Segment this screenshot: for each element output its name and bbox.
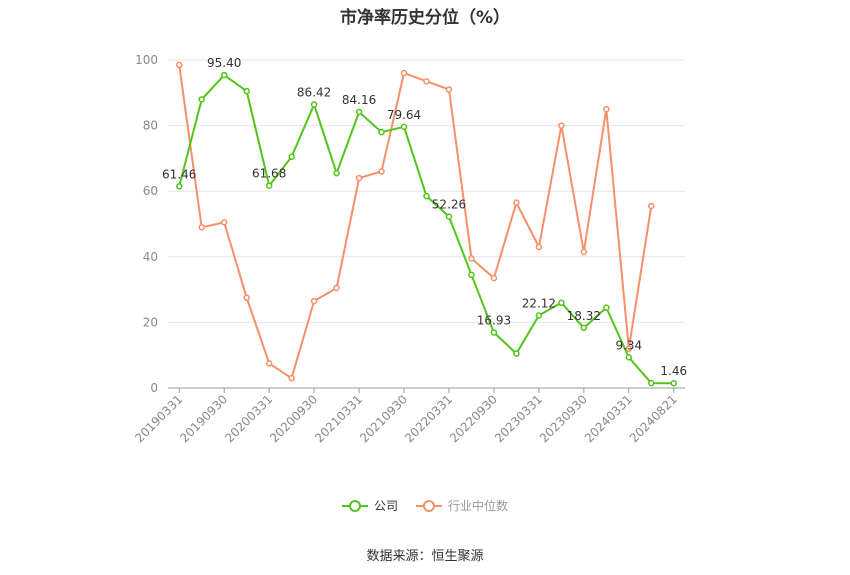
series-point-1 [265,360,273,367]
series-point-0 [175,183,183,190]
series-point-1 [513,199,520,206]
legend-label-industry-median: 行业中位数 [448,499,509,513]
series-point-0 [355,108,363,116]
x-tick-label: 20230331 [492,392,545,445]
data-label: 18.32 [567,309,601,323]
x-tick-label: 20200930 [267,392,320,445]
series-point-1 [288,374,295,382]
series-point-1 [400,69,408,77]
legend-label-company: 公司 [373,499,398,513]
series-point-0 [558,299,565,306]
data-label: 95.40 [207,56,241,70]
y-tick-label: 60 [143,184,158,198]
series-point-1 [625,345,633,352]
series-point-1 [378,168,385,175]
series-point-1 [198,224,205,231]
series-point-1 [490,274,498,282]
x-tick-label: 20190930 [177,392,230,445]
data-label: 52.26 [432,198,466,212]
x-tick-label: 20240331 [582,392,635,445]
series-point-1 [423,78,430,85]
series-point-0 [490,329,498,336]
series-point-0 [535,312,543,319]
series-point-1 [175,61,183,69]
data-label: 84.16 [342,93,376,107]
series-point-0 [468,271,475,279]
chart-title: 市净率历史分位（%） [339,8,511,28]
data-label: 61.46 [162,167,196,181]
data-source-note: 数据来源：恒生聚源 [366,549,484,564]
series-point-1 [445,86,453,93]
series-point-1 [580,248,588,256]
series-point-0 [513,350,520,357]
series-point-1 [648,202,655,210]
series-layer [175,61,678,387]
series-point-1 [603,105,610,113]
series-point-1 [243,294,250,302]
series-point-0 [265,182,273,189]
x-tick-label: 20230930 [537,392,590,445]
data-label-layer: 61.46 95.40 61.68 86.42 84.16 79.64 52.26 16.93… [162,56,687,378]
series-point-0 [625,354,633,361]
data-label: 61.68 [252,167,286,181]
y-tick-label: 0 [150,381,158,395]
series-point-1 [310,297,318,305]
x-tick-label: 20210930 [357,392,410,445]
series-point-0 [310,101,318,108]
y-tick-label: 20 [143,315,158,329]
y-tick-label: 40 [143,250,158,264]
series-point-0 [400,123,408,131]
series-point-1 [535,243,543,251]
data-label: 22.12 [522,296,556,310]
legend-item-company[interactable]: 公司 [341,497,398,514]
series-line-0 [178,74,674,385]
data-label: 9.34 [615,338,642,352]
data-label: 16.93 [477,313,511,327]
legend-swatch-company [341,499,368,513]
legend: 公司 行业中位数 [0,497,850,514]
data-label: 86.42 [297,86,331,100]
series-point-1 [220,219,228,226]
data-label: 1.46 [660,364,687,378]
series-point-0 [670,379,678,387]
series-point-0 [603,304,610,311]
x-tick-label: 20220930 [447,392,500,445]
series-point-1 [355,174,363,182]
series-point-0 [288,153,295,161]
x-tick-label: 20220331 [402,392,455,445]
series-point-0 [333,169,340,177]
series-point-0 [423,192,430,200]
series-point-0 [648,379,655,387]
series-point-0 [378,128,385,136]
legend-item-industry-median[interactable]: 行业中位数 [416,497,508,514]
y-tick-label: 80 [143,119,158,133]
series-point-0 [445,213,453,220]
series-point-0 [220,71,228,79]
series-point-0 [243,87,250,95]
series-point-1 [558,122,565,129]
series-point-1 [468,255,475,262]
series-point-0 [580,324,588,332]
legend-swatch-industry-median [416,499,442,513]
y-tick-label: 100 [135,53,158,67]
series-point-1 [333,284,340,292]
x-tick-label: 20210331 [312,392,365,445]
x-tick-label: 20240821 [627,392,680,445]
x-tick-label: 20190331 [132,392,185,445]
x-tick-label: 20200331 [222,392,275,445]
series-line-1 [178,64,653,380]
data-label: 79.64 [387,108,421,122]
series-point-0 [198,96,205,103]
